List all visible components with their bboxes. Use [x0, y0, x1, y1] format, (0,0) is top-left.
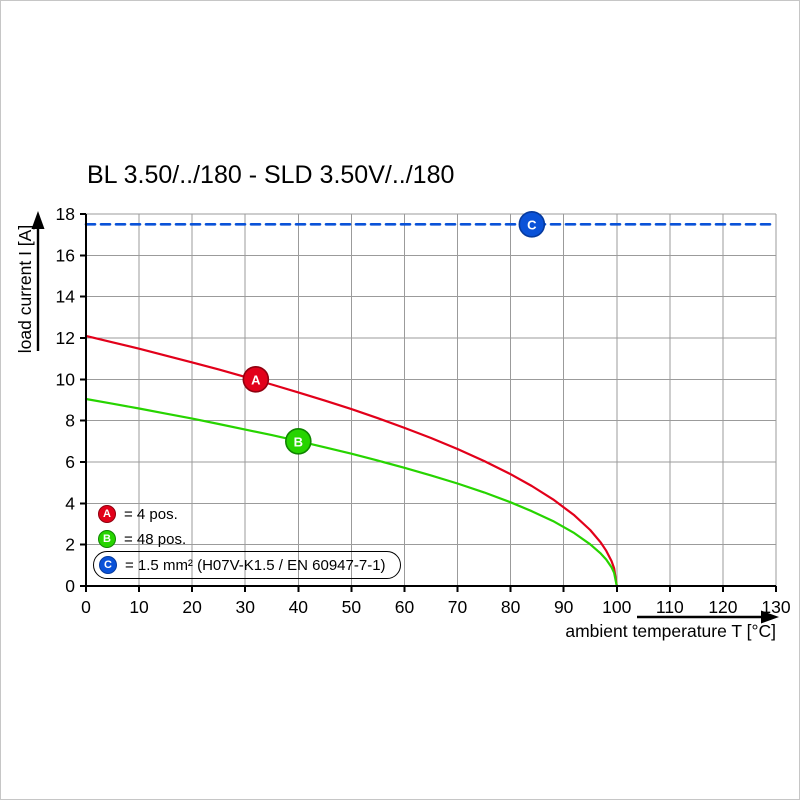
curve-marker-letter: B: [294, 434, 303, 449]
x-tick-label: 20: [182, 597, 202, 617]
series-B-curve: [84, 397, 618, 588]
legend-label-B: = 48 pos.: [124, 530, 187, 548]
x-tick-label: 120: [708, 597, 737, 617]
y-tick-label: 6: [65, 452, 75, 472]
legend-label-C: = 1.5 mm² (H07V-K1.5 / EN 60947-7-1): [125, 556, 386, 574]
y-axis-label: load current I [A]: [15, 224, 35, 354]
curve-marker-A: [242, 366, 270, 393]
legend-marker-A-icon: A: [98, 505, 116, 523]
legend-marker-letter: A: [103, 507, 111, 520]
y-tick-label: 8: [65, 411, 75, 431]
chart-title: BL 3.50/../180 - SLD 3.50V/../180: [87, 161, 455, 189]
x-axis-label: ambient temperature T [°C]: [565, 621, 776, 641]
legend-marker-C-icon: C: [99, 556, 117, 574]
y-tick-label: 10: [56, 369, 76, 389]
x-tick-label: 130: [761, 597, 790, 617]
curve-marker-B: [285, 428, 312, 455]
legend-item-A: A = 4 pos.: [98, 505, 178, 523]
y-tick-label: 14: [56, 287, 76, 307]
y-tick-label: 12: [56, 328, 75, 348]
legend-marker-B-icon: B: [98, 530, 116, 548]
legend-item-C: C = 1.5 mm² (H07V-K1.5 / EN 60947-7-1): [93, 551, 401, 579]
y-axis-arrow-icon: [31, 211, 45, 351]
series-A-curve: [84, 334, 618, 588]
curve-marker-C: [518, 211, 546, 238]
curve-marker-letter: A: [251, 372, 261, 387]
x-tick-label: 70: [448, 597, 468, 617]
x-tick-label: 60: [395, 597, 415, 617]
x-tick-label: 0: [81, 597, 91, 617]
legend-marker-letter: C: [104, 558, 112, 571]
legend-label-A: = 4 pos.: [124, 505, 178, 523]
x-tick-label: 100: [602, 597, 631, 617]
x-tick-label: 40: [289, 597, 309, 617]
y-tick-label: 0: [65, 576, 75, 596]
y-tick-label: 18: [56, 204, 75, 224]
y-tick-label: 4: [65, 493, 75, 513]
x-tick-label: 30: [235, 597, 255, 617]
legend-marker-letter: B: [103, 532, 111, 545]
x-tick-label: 50: [342, 597, 362, 617]
x-tick-label: 10: [129, 597, 149, 617]
x-axis-arrow-icon: [637, 610, 779, 624]
x-tick-label: 110: [656, 597, 684, 617]
y-tick-label: 2: [65, 535, 75, 555]
x-tick-label: 90: [554, 597, 574, 617]
x-tick-label: 80: [501, 597, 521, 617]
curve-marker-letter: C: [527, 217, 537, 232]
y-tick-label: 16: [56, 245, 75, 265]
legend-item-B: B = 48 pos.: [98, 530, 186, 548]
